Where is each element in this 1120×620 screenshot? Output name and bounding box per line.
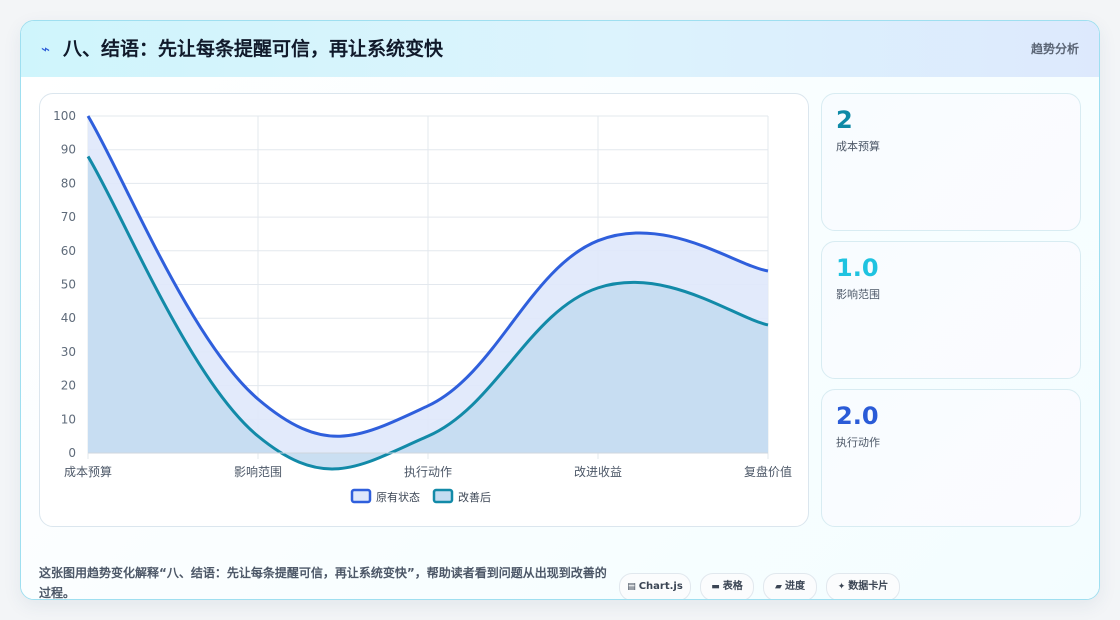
page-title: 八、结语：先让每条提醒可信，再让系统变快 [63,38,444,60]
stat-value: 2 [836,106,853,134]
series-line-1 [86,155,769,471]
stat-label: 影响范围 [836,288,880,301]
chart-caption: 这张图用趋势变化解释“八、结语：先让每条提醒可信，再让系统变快”，帮助读者看到问… [39,566,607,600]
stat-card-cost: 2 成本预算 [821,93,1081,231]
y-tick-label: 100 [53,109,76,123]
y-tick-label: 40 [61,311,76,325]
y-tick-label: 90 [61,143,76,157]
legend-label: 原有状态 [376,490,420,504]
table-pill[interactable]: ▬ 表格 [700,573,754,599]
trend-chart: 0 10 20 30 40 50 60 70 80 90 100 成本预算 影响范围 执行动作 改进收益 复盘… [53,109,792,504]
pill-label: Chart.js [638,581,683,592]
legend-swatch [432,488,454,504]
pill-label: 进度 [784,581,805,592]
x-tick-label: 成本预算 [64,464,112,479]
x-tick-label: 改进收益 [574,465,622,479]
card-header: ⌁ 八、结语：先让每条提醒可信，再让系统变快 趋势分析 [21,21,1099,77]
lightning-icon: ⌁ [41,40,51,58]
stat-label: 成本预算 [836,140,880,153]
y-tick-label: 60 [61,244,76,258]
report-card: ⌁ 八、结语：先让每条提醒可信，再让系统变快 趋势分析 0 10 20 30 40 50 6… [20,20,1100,600]
series-line-0 [86,115,769,438]
legend-swatch [350,488,372,504]
chartjs-pill[interactable]: ▤ Chart.js [619,573,691,599]
legend-label: 改善后 [458,490,491,504]
y-tick-label: 10 [61,412,76,426]
pill-label: 数据卡片 [848,581,889,592]
pill-label: 表格 [722,581,743,592]
stat-value: 2.0 [836,402,879,430]
y-tick-label: 50 [61,278,76,292]
x-tick-label: 复盘价值 [744,464,792,479]
stat-card-action: 2.0 执行动作 [821,389,1081,527]
table-icon: ▬ [711,582,720,592]
x-tick-label: 影响范围 [234,464,282,479]
progress-pill[interactable]: ▰ 进度 [763,573,817,599]
y-tick-label: 30 [61,345,76,359]
y-tick-label: 70 [61,210,76,224]
stat-card-impact: 1.0 影响范围 [821,241,1081,379]
y-tick-label: 80 [61,176,76,190]
stat-value: 1.0 [836,254,879,282]
sparkle-icon: ✦ [837,582,846,592]
card-body: 0 10 20 30 40 50 60 70 80 90 100 成本预算 影响范围 执行动作 改进收益 复盘… [21,77,1099,599]
progress-icon: ▰ [775,582,782,592]
trend-analysis-tag: 趋势分析 [1030,42,1079,56]
chart-panel: 0 10 20 30 40 50 60 70 80 90 100 成本预算 影响范围 执行动作 改进收益 复盘… [39,93,809,527]
stat-label: 执行动作 [836,436,880,449]
chart-icon: ▤ [627,582,636,592]
data-card-pill[interactable]: ✦ 数据卡片 [826,573,900,599]
y-tick-label: 20 [61,379,76,393]
series-area-1 [88,156,768,469]
x-tick-label: 执行动作 [404,465,452,479]
y-tick-label: 0 [68,446,76,460]
